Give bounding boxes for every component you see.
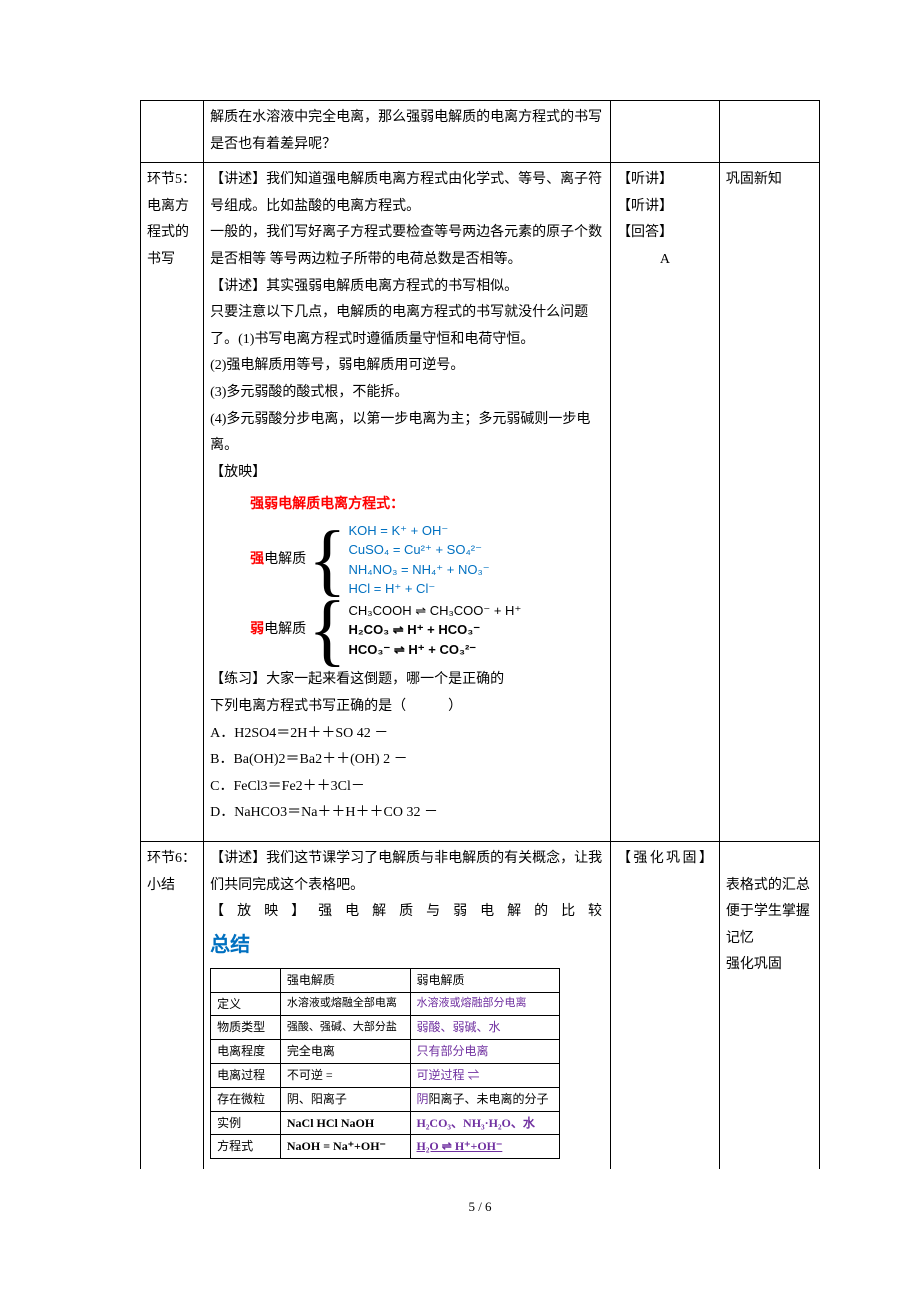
option-a: A．H2SO4＝2H＋＋SO 42 － bbox=[210, 721, 604, 748]
sh-c2: 强电解质 bbox=[280, 968, 410, 992]
cell-r1-c3: 【听讲】 【听讲】 【回答】 A bbox=[611, 163, 720, 842]
sr2-c3: 弱酸、弱碱、水 bbox=[410, 1016, 560, 1040]
sr1-c3: 水溶液或熔融部分电离 bbox=[410, 992, 560, 1016]
exercise-question: 下列电离方程式书写正确的是（ ） bbox=[210, 694, 604, 721]
cell-r2-c2: 【讲述】我们这节课学习了电解质与非电解质的有关概念，让我们共同完成这个表格吧。 … bbox=[204, 841, 611, 1169]
cell-r1-c1: 环节5：电离方程式的书写 bbox=[141, 163, 204, 842]
r1-p7: (4)多元弱酸分步电离，以第一步电离为主；多元弱碱则一步电离。 bbox=[210, 407, 604, 460]
r2c3-text: 【强化巩固】 bbox=[617, 846, 713, 873]
page-number: 5 / 6 bbox=[140, 1199, 820, 1215]
r1-p1: 【讲述】我们知道强电解质电离方程式由化学式、等号、离子符号组成。比如盐酸的电离方… bbox=[210, 167, 604, 220]
sr5-c3b: 阳离子、未电离的分子 bbox=[429, 1092, 549, 1106]
sr4-c3: 可逆过程 ⇌ bbox=[410, 1063, 560, 1087]
option-c: C．FeCl3＝Fe2＋＋3Cl－ bbox=[210, 774, 604, 801]
sr6-c1: 实例 bbox=[211, 1111, 281, 1135]
r1-p2: 一般的，我们写好离子方程式要检查等号两边各元素的原子个数是否相等 等号两边粒子所… bbox=[210, 220, 604, 273]
eq-cuso4: CuSO₄ = Cu²⁺ + SO₄²⁻ bbox=[349, 540, 490, 560]
eq-nh4no3: NH₄NO₃ = NH₄⁺ + NO₃⁻ bbox=[349, 560, 490, 580]
sr1-c1: 定义 bbox=[211, 992, 281, 1016]
strong-label: 强 bbox=[250, 552, 264, 567]
sr5-c2: 阴、阳离子 bbox=[280, 1087, 410, 1111]
eq-h2co3: H₂CO₃ ⇌ H⁺ + HCO₃⁻ bbox=[349, 620, 522, 640]
table-row: 环节5：电离方程式的书写 【讲述】我们知道强电解质电离方程式由化学式、等号、离子… bbox=[141, 163, 820, 842]
dianjiezhi-1: 电解质 bbox=[264, 552, 306, 567]
sr4-c1: 电离过程 bbox=[211, 1063, 281, 1087]
ionization-diagram: 强弱电解质电离方程式： 强电解质 { KOH = K⁺ + OH⁻ CuSO₄ … bbox=[210, 486, 604, 667]
diagram-title: 强弱电解质电离方程式： bbox=[250, 492, 604, 519]
r1c3-l2: 【听讲】 bbox=[617, 194, 713, 221]
sr1-c2: 水溶液或熔融全部电离 bbox=[280, 992, 410, 1016]
sr5-c3: 阴阳离子、未电离的分子 bbox=[410, 1087, 560, 1111]
sr7-c2: NaOH = Na⁺+OH⁻ bbox=[280, 1135, 410, 1159]
section5-title: 环节5：电离方程式的书写 bbox=[147, 172, 196, 267]
exercise-intro: 【练习】大家一起来看这倒题，哪一个是正确的 bbox=[210, 667, 604, 694]
sr5-c1: 存在微粒 bbox=[211, 1087, 281, 1111]
cell-r2-c4: 表格式的汇总便于学生掌握记忆 强化巩固 bbox=[719, 841, 819, 1169]
cell-r0-c3 bbox=[611, 101, 720, 163]
r1-p8: 【放映】 bbox=[210, 460, 604, 487]
weak-equations: CH₃COOH ⇌ CH₃COO⁻ + H⁺ H₂CO₃ ⇌ H⁺ + HCO₃… bbox=[349, 601, 522, 660]
cell-r2-c1: 环节6：小结 bbox=[141, 841, 204, 1169]
r1-p3: 【讲述】其实强弱电解质电离方程式的书写相似。 bbox=[210, 274, 604, 301]
strong-equations: KOH = K⁺ + OH⁻ CuSO₄ = Cu²⁺ + SO₄²⁻ NH₄N… bbox=[349, 521, 490, 599]
sh-c3: 弱电解质 bbox=[410, 968, 560, 992]
brace-icon: { bbox=[308, 602, 346, 658]
r1c4-text: 巩固新知 bbox=[726, 172, 782, 187]
brace-icon: { bbox=[308, 532, 346, 588]
lesson-table: 解质在水溶液中完全电离，那么强弱电解质的电离方程式的书写是否也有着差异呢？ 环节… bbox=[140, 100, 820, 1169]
sr2-c1: 物质类型 bbox=[211, 1016, 281, 1040]
r2-p2: 【放映】强电解质与弱电解的比较 bbox=[210, 899, 604, 926]
r1c3-l1: 【听讲】 bbox=[617, 167, 713, 194]
eq-ch3cooh: CH₃COOH ⇌ CH₃COO⁻ + H⁺ bbox=[349, 601, 522, 621]
r1-p5: (2)强电解质用等号，弱电解质用可逆号。 bbox=[210, 353, 604, 380]
sr2-c2: 强酸、强碱、大部分盐 bbox=[280, 1016, 410, 1040]
r1c3-l4: A bbox=[617, 247, 713, 274]
summary-row: 定义 水溶液或熔融全部电离 水溶液或熔融部分电离 bbox=[211, 992, 560, 1016]
summary-row: 电离程度 完全电离 只有部分电离 bbox=[211, 1040, 560, 1064]
option-d: D．NaHCO3＝Na＋＋H＋＋CO 32 － bbox=[210, 800, 604, 827]
sh-c1 bbox=[211, 968, 281, 992]
r2c4-text: 表格式的汇总便于学生掌握记忆 强化巩固 bbox=[726, 878, 810, 973]
r0-text: 解质在水溶液中完全电离，那么强弱电解质的电离方程式的书写是否也有着差异呢？ bbox=[210, 110, 602, 152]
summary-head: 强电解质 弱电解质 bbox=[211, 968, 560, 992]
summary-row: 方程式 NaOH = Na⁺+OH⁻ H₂O ⇌ H⁺+OH⁻ bbox=[211, 1135, 560, 1159]
weak-electrolyte-block: 弱电解质 { CH₃COOH ⇌ CH₃COO⁻ + H⁺ H₂CO₃ ⇌ H⁺… bbox=[250, 601, 604, 660]
strong-electrolyte-block: 强电解质 { KOH = K⁺ + OH⁻ CuSO₄ = Cu²⁺ + SO₄… bbox=[250, 521, 604, 599]
cell-r0-c1 bbox=[141, 101, 204, 163]
option-b: B．Ba(OH)2＝Ba2＋＋(OH) 2 － bbox=[210, 747, 604, 774]
sr5-c3a: 阴 bbox=[417, 1092, 429, 1106]
r1-p6: (3)多元弱酸的酸式根，不能拆。 bbox=[210, 380, 604, 407]
eq-koh: KOH = K⁺ + OH⁻ bbox=[349, 521, 490, 541]
cell-r1-c4: 巩固新知 bbox=[719, 163, 819, 842]
sr6-c3: H₂CO₃、NH₃·H₂O、水 bbox=[410, 1111, 560, 1135]
sr3-c3: 只有部分电离 bbox=[410, 1040, 560, 1064]
cell-r0-c4 bbox=[719, 101, 819, 163]
r1c3-l3: 【回答】 bbox=[617, 220, 713, 247]
summary-title: 总结 bbox=[210, 926, 604, 964]
sr3-c2: 完全电离 bbox=[280, 1040, 410, 1064]
summary-table: 强电解质 弱电解质 定义 水溶液或熔融全部电离 水溶液或熔融部分电离 物质类型 … bbox=[210, 968, 560, 1159]
section6-title: 环节6：小结 bbox=[147, 851, 196, 893]
sr6-c2: NaCl HCl NaOH bbox=[280, 1111, 410, 1135]
sr7-c1: 方程式 bbox=[211, 1135, 281, 1159]
summary-row: 实例 NaCl HCl NaOH H₂CO₃、NH₃·H₂O、水 bbox=[211, 1111, 560, 1135]
r2-p1: 【讲述】我们这节课学习了电解质与非电解质的有关概念，让我们共同完成这个表格吧。 bbox=[210, 846, 604, 899]
cell-r2-c3: 【强化巩固】 bbox=[611, 841, 720, 1169]
cell-r0-c2: 解质在水溶液中完全电离，那么强弱电解质的电离方程式的书写是否也有着差异呢？ bbox=[204, 101, 611, 163]
sr4-c2: 不可逆 = bbox=[280, 1063, 410, 1087]
weak-label: 弱 bbox=[250, 622, 264, 637]
table-row: 解质在水溶液中完全电离，那么强弱电解质的电离方程式的书写是否也有着差异呢？ bbox=[141, 101, 820, 163]
summary-row: 物质类型 强酸、强碱、大部分盐 弱酸、弱碱、水 bbox=[211, 1016, 560, 1040]
eq-hco3: HCO₃⁻ ⇌ H⁺ + CO₃²⁻ bbox=[349, 640, 522, 660]
dianjiezhi-2: 电解质 bbox=[264, 622, 306, 637]
summary-row: 存在微粒 阴、阳离子 阴阳离子、未电离的分子 bbox=[211, 1087, 560, 1111]
summary-row: 电离过程 不可逆 = 可逆过程 ⇌ bbox=[211, 1063, 560, 1087]
cell-r1-c2: 【讲述】我们知道强电解质电离方程式由化学式、等号、离子符号组成。比如盐酸的电离方… bbox=[204, 163, 611, 842]
table-row: 环节6：小结 【讲述】我们这节课学习了电解质与非电解质的有关概念，让我们共同完成… bbox=[141, 841, 820, 1169]
sr3-c1: 电离程度 bbox=[211, 1040, 281, 1064]
r1-p4: 只要注意以下几点，电解质的电离方程式的书写就没什么问题了。(1)书写电离方程式时… bbox=[210, 300, 604, 353]
eq-hcl: HCl = H⁺ + Cl⁻ bbox=[349, 579, 490, 599]
sr7-c3: H₂O ⇌ H⁺+OH⁻ bbox=[410, 1135, 560, 1159]
